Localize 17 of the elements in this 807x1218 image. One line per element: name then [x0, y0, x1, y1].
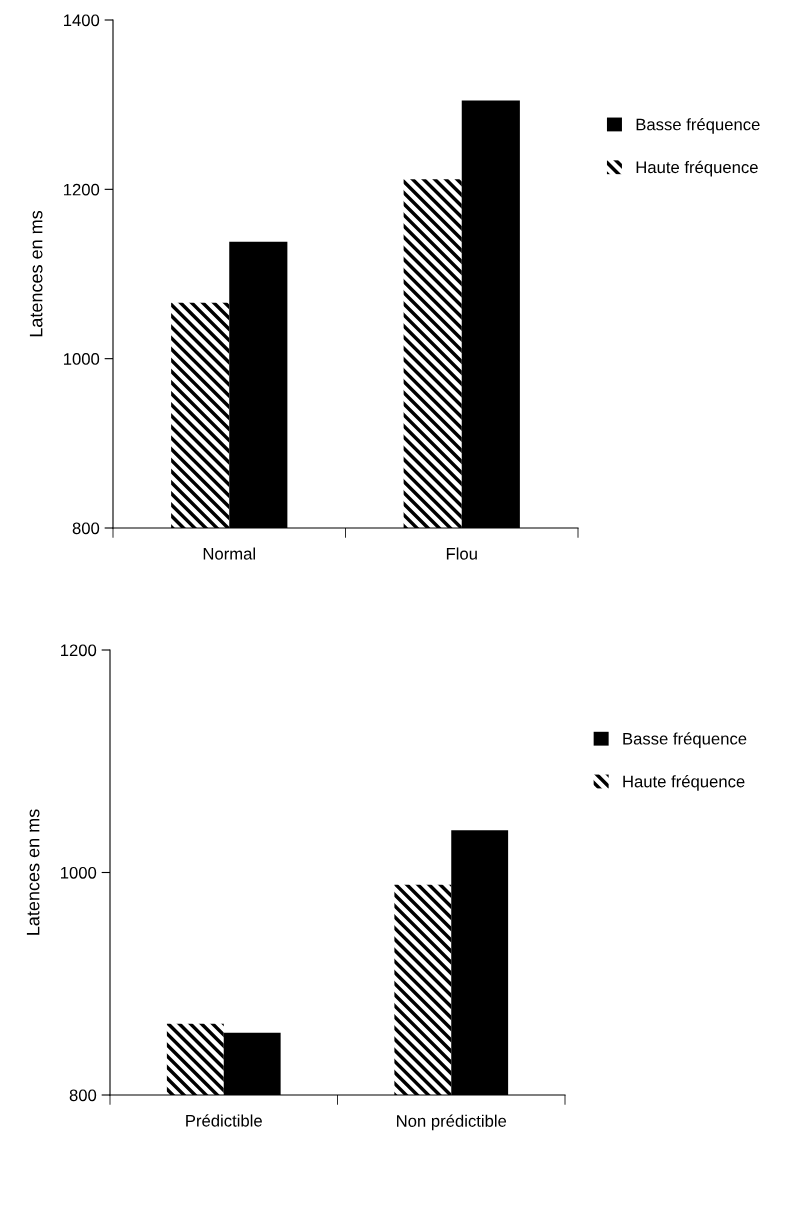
x-tick-label: Flou — [446, 547, 477, 560]
legend-label: Haute fréquence — [623, 774, 745, 791]
x-tick-label: Non prédictible — [397, 1114, 507, 1131]
y-tick-label: 1200 — [64, 183, 100, 196]
legend-label: Haute fréquence — [636, 160, 758, 177]
y-tick-label: 800 — [72, 522, 100, 535]
y-tick-label: 800 — [69, 1089, 97, 1102]
legend-label: Basse fréquence — [636, 117, 760, 134]
y-tick-label: 1000 — [64, 353, 100, 365]
y-tick-label: 1400 — [64, 14, 100, 27]
y-axis-title: Latences en ms — [29, 210, 43, 337]
x-tick-label: Normal — [203, 547, 255, 560]
legend-label: Basse fréquence — [623, 732, 747, 748]
x-tick-label: Prédictible — [186, 1114, 262, 1127]
y-tick-label: 1000 — [61, 866, 97, 879]
y-tick-label: 1200 — [61, 644, 97, 657]
y-axis-title: Latences en ms — [26, 809, 40, 935]
